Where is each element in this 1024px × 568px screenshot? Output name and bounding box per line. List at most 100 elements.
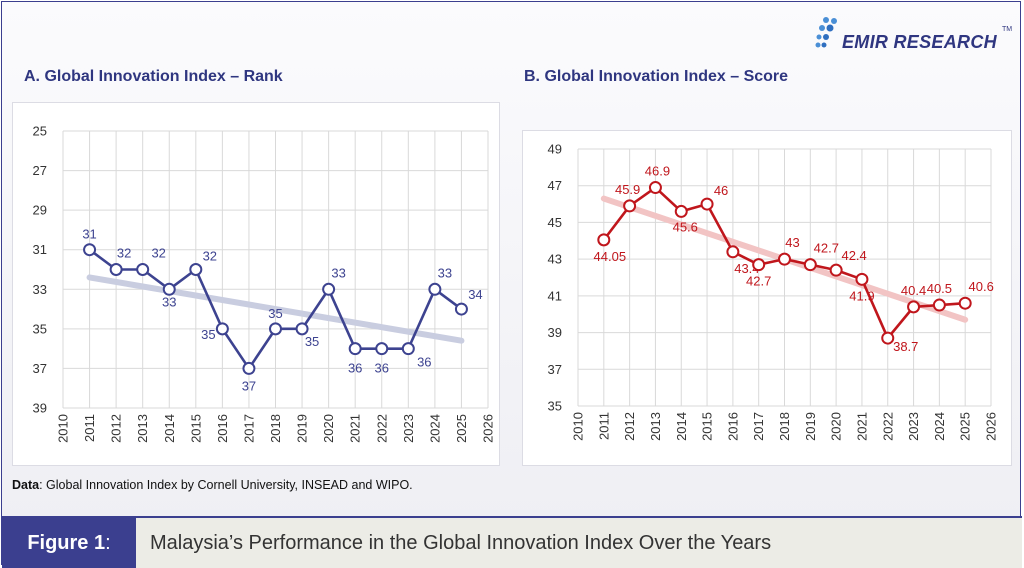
data-point bbox=[855, 272, 869, 286]
x-tick-label: 2020 bbox=[829, 412, 844, 441]
figure-tag: Figure 1: bbox=[2, 518, 136, 568]
data-label: 40.5 bbox=[927, 281, 952, 296]
data-point bbox=[674, 204, 688, 218]
data-label: 33 bbox=[331, 265, 345, 280]
data-label: 42.7 bbox=[746, 274, 771, 289]
figure-caption: Malaysia’s Performance in the Global Inn… bbox=[150, 532, 772, 554]
data-label: 45.6 bbox=[673, 219, 698, 234]
score-chart: 35 37 39 41 43 45 47 49 2010 2011 2012 2013 2014 2015… bbox=[548, 142, 999, 441]
x-tick-label: 2024 bbox=[932, 412, 947, 441]
x-tick-label: 2026 bbox=[481, 414, 496, 443]
data-source-note: Data: Global Innovation Index by Cornell… bbox=[12, 478, 413, 492]
x-tick-label: 2016 bbox=[215, 414, 230, 443]
data-label: 32 bbox=[117, 246, 131, 261]
data-label: 37 bbox=[242, 378, 256, 393]
x-tick-label: 2012 bbox=[622, 412, 637, 441]
x-tick-label: 2021 bbox=[854, 412, 869, 441]
y-tick-label: 37 bbox=[33, 361, 47, 376]
panel-a-title: A. Global Innovation Index – Rank bbox=[24, 68, 283, 85]
data-label: 42.4 bbox=[841, 248, 866, 263]
x-tick-label: 2021 bbox=[348, 414, 363, 443]
x-tick-label: 2026 bbox=[984, 412, 999, 441]
data-point bbox=[269, 322, 282, 336]
x-tick-label: 2010 bbox=[571, 412, 586, 441]
data-point bbox=[322, 282, 336, 296]
x-tick-label: 2010 bbox=[56, 414, 71, 443]
data-label: 34 bbox=[468, 287, 482, 302]
data-source-text: : Global Innovation Index by Cornell Uni… bbox=[39, 478, 413, 492]
y-tick-label: 27 bbox=[33, 163, 47, 178]
x-tick-label: 2023 bbox=[401, 414, 416, 443]
figure-number: Figure 1 bbox=[27, 531, 106, 554]
y-tick-label: 41 bbox=[548, 288, 562, 303]
x-tick-label: 2019 bbox=[803, 412, 818, 441]
x-tick-label: 2012 bbox=[109, 414, 124, 443]
data-label: 40.4 bbox=[901, 283, 926, 298]
caption-bar: Figure 1: Malaysia’s Performance in the … bbox=[2, 516, 1022, 568]
data-point bbox=[428, 282, 442, 296]
score-chart-box: 35 37 39 41 43 45 47 49 2010 2011 2012 2013 2014 2015… bbox=[522, 130, 1012, 466]
data-point bbox=[778, 252, 791, 266]
data-point bbox=[881, 331, 895, 345]
x-tick-label: 2023 bbox=[906, 412, 921, 441]
data-label: 46 bbox=[714, 183, 728, 198]
rank-chart-box: 25 27 29 31 33 35 37 39 2010 2011 2012 2013 2014 2015… bbox=[12, 102, 500, 466]
data-point bbox=[803, 258, 817, 272]
x-tick-label: 2013 bbox=[648, 412, 663, 441]
data-label: 35 bbox=[305, 334, 319, 349]
x-tick-label: 2011 bbox=[82, 414, 97, 442]
x-tick-label: 2025 bbox=[958, 412, 973, 441]
data-label: 33 bbox=[438, 265, 452, 280]
data-point bbox=[401, 342, 415, 356]
trendline bbox=[86, 274, 465, 344]
y-tick-label: 45 bbox=[548, 215, 562, 230]
x-tick-label: 2014 bbox=[674, 412, 689, 441]
data-label: 40.6 bbox=[969, 279, 994, 294]
data-label: 36 bbox=[348, 361, 362, 376]
data-point bbox=[752, 258, 766, 272]
x-tick-label: 2014 bbox=[162, 414, 177, 443]
data-label: 32 bbox=[151, 246, 165, 261]
data-point bbox=[295, 322, 309, 336]
x-tick-label: 2015 bbox=[188, 414, 203, 443]
data-point bbox=[83, 243, 97, 257]
brand-tm: TM bbox=[1002, 26, 1013, 33]
x-tick-label: 2020 bbox=[321, 414, 336, 443]
y-tick-label: 25 bbox=[33, 124, 47, 139]
data-label: 45.9 bbox=[615, 182, 640, 197]
data-label: 35 bbox=[268, 306, 282, 321]
data-label: 46.9 bbox=[645, 164, 670, 179]
data-label: 35 bbox=[201, 327, 215, 342]
x-tick-label: 2015 bbox=[700, 412, 715, 441]
y-tick-label: 39 bbox=[548, 325, 562, 340]
y-tick-label: 49 bbox=[548, 142, 562, 157]
data-point bbox=[109, 263, 123, 276]
data-point bbox=[242, 361, 256, 375]
brand-dots-icon bbox=[815, 17, 837, 48]
data-point bbox=[829, 263, 843, 277]
x-tick-label: 2022 bbox=[374, 414, 389, 443]
y-tick-label: 31 bbox=[33, 242, 47, 257]
data-point bbox=[454, 302, 468, 316]
data-label: 38.7 bbox=[893, 339, 918, 354]
data-label: 44.05 bbox=[594, 249, 627, 264]
rank-chart: 25 27 29 31 33 35 37 39 2010 2011 2012 2013 2014 2015… bbox=[33, 124, 496, 443]
data-point bbox=[932, 298, 946, 312]
data-label: 32 bbox=[203, 249, 217, 264]
x-tick-label: 2018 bbox=[268, 414, 283, 443]
data-point bbox=[700, 197, 714, 211]
data-source-label: Data bbox=[12, 478, 40, 492]
x-tick-label: 2017 bbox=[751, 412, 766, 441]
data-point bbox=[648, 181, 662, 195]
data-label: 33 bbox=[162, 294, 176, 309]
x-tick-label: 2016 bbox=[725, 412, 740, 441]
x-tick-label: 2024 bbox=[427, 414, 442, 443]
x-tick-label: 2025 bbox=[454, 414, 469, 443]
data-point bbox=[136, 263, 150, 276]
data-point bbox=[189, 263, 203, 276]
data-point bbox=[162, 282, 176, 296]
data-point bbox=[958, 296, 972, 310]
y-tick-label: 33 bbox=[33, 282, 47, 297]
data-label: 43 bbox=[785, 235, 799, 250]
x-tick-label: 2011 bbox=[596, 412, 611, 440]
